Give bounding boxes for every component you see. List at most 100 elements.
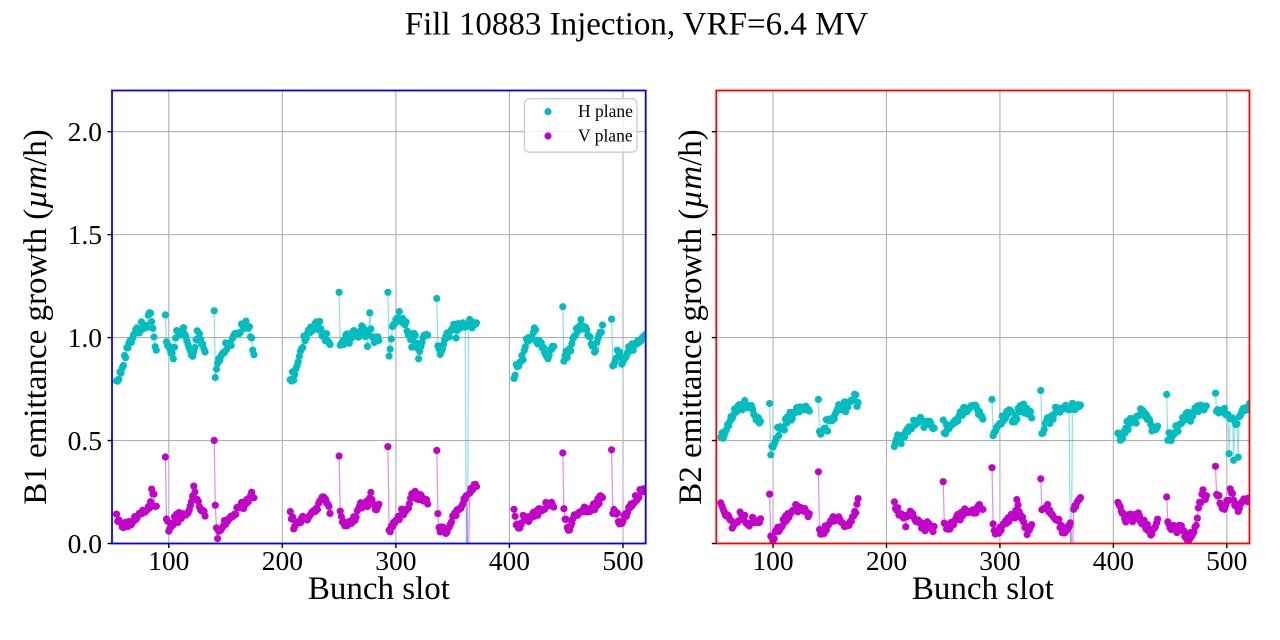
data-point: [323, 330, 331, 338]
data-point: [930, 424, 938, 432]
data-point: [190, 482, 198, 490]
data-point: [433, 294, 441, 303]
legend-marker-v-plane: [544, 132, 552, 140]
data-point: [1234, 453, 1242, 461]
data-point: [1193, 514, 1201, 522]
b2-series-v-plane: [717, 462, 1250, 544]
data-point: [214, 535, 222, 543]
data-point: [823, 427, 832, 435]
data-point: [741, 511, 749, 519]
data-point: [528, 334, 536, 342]
data-point: [616, 348, 624, 356]
data-point: [853, 500, 861, 508]
data-point: [148, 318, 156, 326]
data-point: [1044, 501, 1052, 509]
b1-series-h-plane: [112, 288, 646, 544]
data-point: [367, 488, 375, 496]
ylabel-b2-suffix: /h): [673, 129, 709, 166]
xtick-label-400: 400: [1093, 545, 1134, 576]
data-point: [248, 334, 256, 342]
data-point: [447, 518, 456, 526]
data-point: [563, 354, 571, 362]
data-point: [250, 494, 258, 502]
data-point: [930, 522, 938, 531]
data-point: [112, 510, 121, 518]
b1-series-v-plane: [112, 436, 646, 544]
data-point: [201, 348, 209, 356]
data-point: [1163, 493, 1171, 501]
data-point: [411, 331, 419, 339]
data-point: [1076, 494, 1085, 502]
xlabel-b2: Bunch slot: [912, 571, 1054, 607]
data-point: [1225, 450, 1233, 458]
data-point: [608, 315, 616, 323]
data-point: [191, 488, 199, 496]
axes-b2: 100 200 300 400 500: [711, 89, 1251, 576]
data-point: [1037, 475, 1045, 483]
data-point: [299, 343, 307, 352]
ylabel-b2-mu-m: µm: [673, 166, 709, 209]
data-point: [211, 501, 219, 509]
data-point: [550, 342, 558, 350]
data-point: [814, 395, 823, 403]
data-point: [1135, 512, 1144, 520]
xtick-label-200: 200: [262, 545, 303, 576]
ylabel-b1: B1 emittance growth (µm/h): [18, 129, 54, 505]
data-point: [445, 333, 453, 341]
xtick-label-100: 100: [752, 545, 793, 576]
ylabel-b1-prefix: B1 emittance growth (: [18, 209, 54, 505]
data-point: [122, 354, 130, 362]
data-point: [210, 436, 218, 445]
data-point: [989, 520, 997, 528]
data-point: [901, 433, 909, 441]
legend-box: [523, 98, 638, 153]
data-point: [518, 519, 526, 527]
data-point: [988, 464, 996, 472]
data-point: [1143, 521, 1151, 529]
data-point: [1122, 518, 1130, 526]
data-point: [143, 323, 151, 331]
data-point: [1040, 426, 1048, 434]
data-point: [1174, 427, 1182, 435]
data-point: [434, 509, 442, 518]
data-point: [559, 449, 567, 457]
b1-grid: [112, 90, 646, 545]
b2-ticks: [711, 130, 1228, 548]
data-point: [1028, 414, 1036, 422]
data-point: [1244, 406, 1250, 414]
data-point: [577, 315, 585, 324]
data-point: [1233, 420, 1241, 428]
data-point: [1013, 415, 1021, 423]
data-point: [595, 500, 603, 508]
b1-data: [112, 288, 646, 544]
data-point: [170, 343, 179, 351]
data-point: [210, 307, 218, 315]
xtick-label-300: 300: [375, 545, 416, 576]
data-point: [472, 319, 481, 327]
data-point: [236, 328, 244, 336]
data-point: [1132, 419, 1140, 427]
data-point: [115, 375, 123, 383]
data-point: [366, 309, 374, 317]
data-point: [147, 498, 155, 506]
xtick-label-500: 500: [602, 545, 643, 576]
data-point: [733, 408, 741, 416]
data-point: [363, 342, 372, 350]
data-point: [890, 498, 899, 506]
axes-b1: 100 200 300 400 500 0.0 0.5 1.0 1.5 2.0: [68, 89, 647, 576]
data-point: [201, 512, 209, 520]
data-point: [245, 323, 253, 331]
data-point: [211, 373, 219, 382]
data-point: [1026, 407, 1035, 416]
data-point: [152, 346, 160, 354]
data-point: [852, 391, 860, 399]
data-point: [1228, 489, 1237, 498]
xlabel-b1: Bunch slot: [308, 571, 450, 607]
ytick-label-1.0: 1.0: [68, 322, 102, 353]
data-point: [161, 311, 169, 319]
data-point: [316, 317, 324, 326]
data-point: [897, 440, 905, 448]
data-point: [1014, 501, 1022, 509]
ytick-label-1.5: 1.5: [68, 219, 102, 250]
data-point: [608, 446, 616, 454]
